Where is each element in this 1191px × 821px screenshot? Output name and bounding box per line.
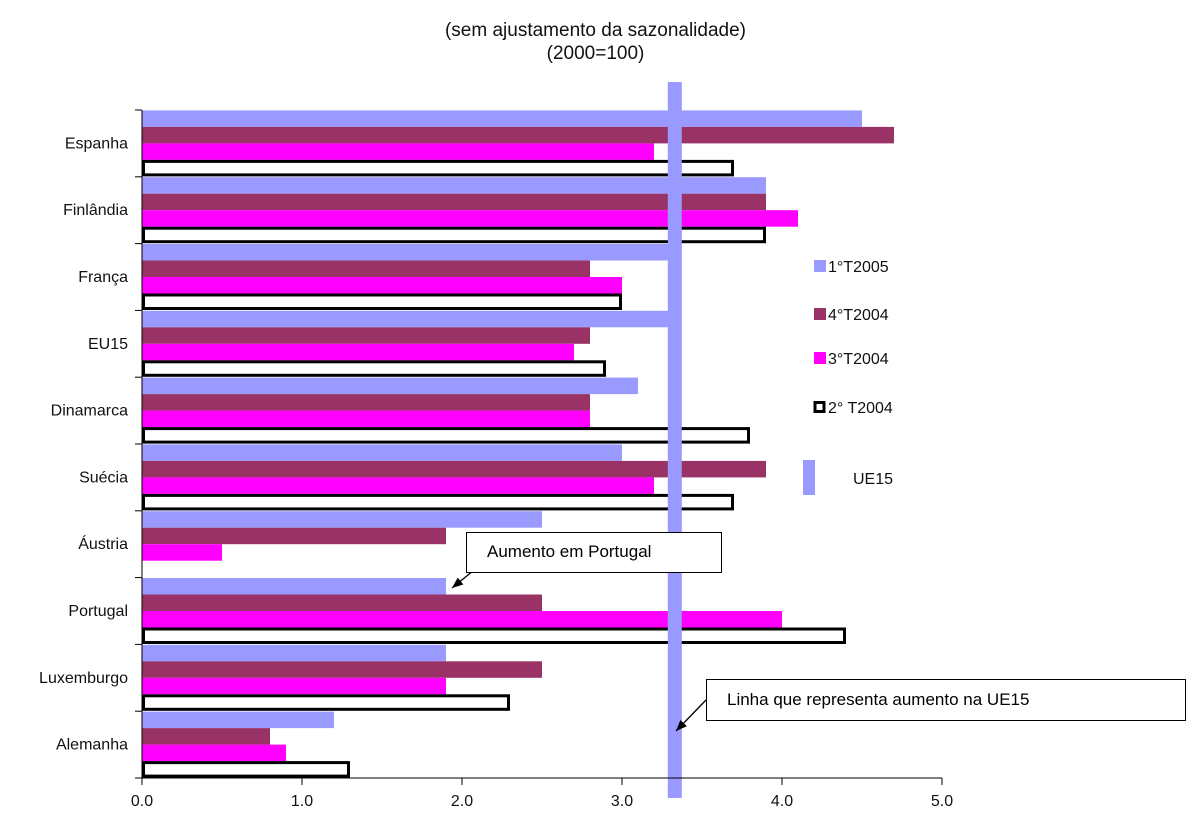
chart-title-line-1: (sem ajustamento da sazonalidade) <box>444 20 746 41</box>
bar-finlandia-3-t2004 <box>142 210 798 227</box>
reference-line-group <box>667 82 682 798</box>
annotation-aumento-portugal-text: Aumento em Portugal <box>487 542 652 561</box>
x-tick-label-3-0: 3.0 <box>611 793 633 810</box>
category-label-suecia: Suécia <box>79 469 128 486</box>
bar-suecia-3-t2004 <box>142 477 654 494</box>
bar-suecia-4-t2004 <box>142 460 766 478</box>
category-label-alemanha: Alemanha <box>56 737 128 754</box>
legend-swatch-ue15 <box>803 460 815 495</box>
category-label-eu15: EU15 <box>88 336 128 353</box>
category-label-espanha: Espanha <box>65 135 128 152</box>
x-tick-label-5-0: 5.0 <box>931 793 953 810</box>
bar-finlandia-4-t2004 <box>142 193 766 211</box>
bar-eu15-2-t2004 <box>142 360 606 377</box>
bar-eu15-1-t2005 <box>142 310 670 328</box>
bar-suecia-1-t2005 <box>142 444 622 461</box>
bar-austria-4-t2004 <box>142 527 446 545</box>
bar-luxemburgo-3-t2004 <box>142 677 446 695</box>
legend-swatch-3-t2004 <box>814 352 826 364</box>
bar-dinamarca-4-t2004 <box>142 394 590 411</box>
bar-luxemburgo-1-t2005 <box>142 644 446 662</box>
legend-label-1-t2005: 1°T2005 <box>828 259 889 276</box>
category-label-austria: Áustria <box>78 534 128 553</box>
bar-alemanha-4-t2004 <box>142 728 270 745</box>
legend-label-2-t2004: 2° T2004 <box>828 400 893 417</box>
bar-dinamarca-3-t2004 <box>142 410 590 428</box>
x-tick-label-4-0: 4.0 <box>771 793 793 810</box>
axes-group: Espanha Finlândia França EU15 Dinamarca Suéci… <box>39 109 953 810</box>
bar-portugal-2-t2004 <box>142 627 846 644</box>
category-label-finlandia: Finlândia <box>63 202 128 219</box>
annotation-linha-ue15-text: Linha que representa aumento na UE15 <box>727 690 1030 709</box>
bar-portugal-1-t2005 <box>142 578 446 595</box>
bar-eu15-4-t2004 <box>142 327 590 344</box>
bar-finlandia-1-t2005 <box>142 177 766 194</box>
bar-alemanha-2-t2004 <box>142 761 350 778</box>
legend-label-4-t2004: 4°T2004 <box>828 307 889 324</box>
bar-suecia-2-t2004 <box>142 493 734 511</box>
x-tick-label-2-0: 2.0 <box>451 793 473 810</box>
legend-swatch-2-t2004 <box>813 401 826 413</box>
bar-franca-2-t2004 <box>142 293 622 310</box>
bar-luxemburgo-2-t2004 <box>142 694 510 711</box>
arrow-linha-ue15-head <box>676 719 687 731</box>
chart-title-line-2: (2000=100) <box>546 43 645 64</box>
bar-portugal-4-t2004 <box>142 594 542 611</box>
bar-franca-1-t2005 <box>142 244 670 261</box>
legend-swatch-4-t2004 <box>814 308 826 320</box>
bar-franca-3-t2004 <box>142 277 622 294</box>
bar-eu15-3-t2004 <box>142 343 574 361</box>
x-tick-label-0-0: 0.0 <box>131 793 153 810</box>
bar-espanha-1-t2005 <box>142 110 862 127</box>
annotation-linha-ue15: Linha que representa aumento na UE15 <box>706 679 1186 721</box>
bar-espanha-4-t2004 <box>142 126 894 144</box>
bar-alemanha-1-t2005 <box>142 711 334 729</box>
legend-label-ue15: UE15 <box>853 471 893 488</box>
category-label-portugal: Portugal <box>68 603 128 620</box>
legend: 1°T2005 4°T2004 3°T2004 2° T2004 UE15 <box>803 259 893 495</box>
bar-portugal-3-t2004 <box>142 611 782 628</box>
bar-austria-3-t2004 <box>142 544 222 561</box>
bar-espanha-3-t2004 <box>142 143 654 160</box>
bar-finlandia-2-t2004 <box>142 226 766 244</box>
bar-alemanha-3-t2004 <box>142 744 286 762</box>
bars-group <box>142 110 894 778</box>
x-tick-label-1-0: 1.0 <box>291 793 313 810</box>
bar-luxemburgo-4-t2004 <box>142 661 542 678</box>
category-label-luxemburgo: Luxemburgo <box>39 670 128 687</box>
category-label-dinamarca: Dinamarca <box>51 403 128 420</box>
reference-line-ue15 <box>667 82 682 798</box>
annotation-aumento-portugal: Aumento em Portugal <box>466 532 722 573</box>
bar-dinamarca-1-t2005 <box>142 377 638 395</box>
bar-espanha-2-t2004 <box>142 159 734 177</box>
category-label-franca: França <box>78 269 128 286</box>
bar-austria-1-t2005 <box>142 511 542 528</box>
legend-label-3-t2004: 3°T2004 <box>828 351 889 368</box>
bar-dinamarca-2-t2004 <box>142 427 750 444</box>
bar-franca-4-t2004 <box>142 260 590 277</box>
legend-swatch-1-t2005 <box>814 260 826 272</box>
arrow-aumento-portugal-head <box>452 577 464 588</box>
